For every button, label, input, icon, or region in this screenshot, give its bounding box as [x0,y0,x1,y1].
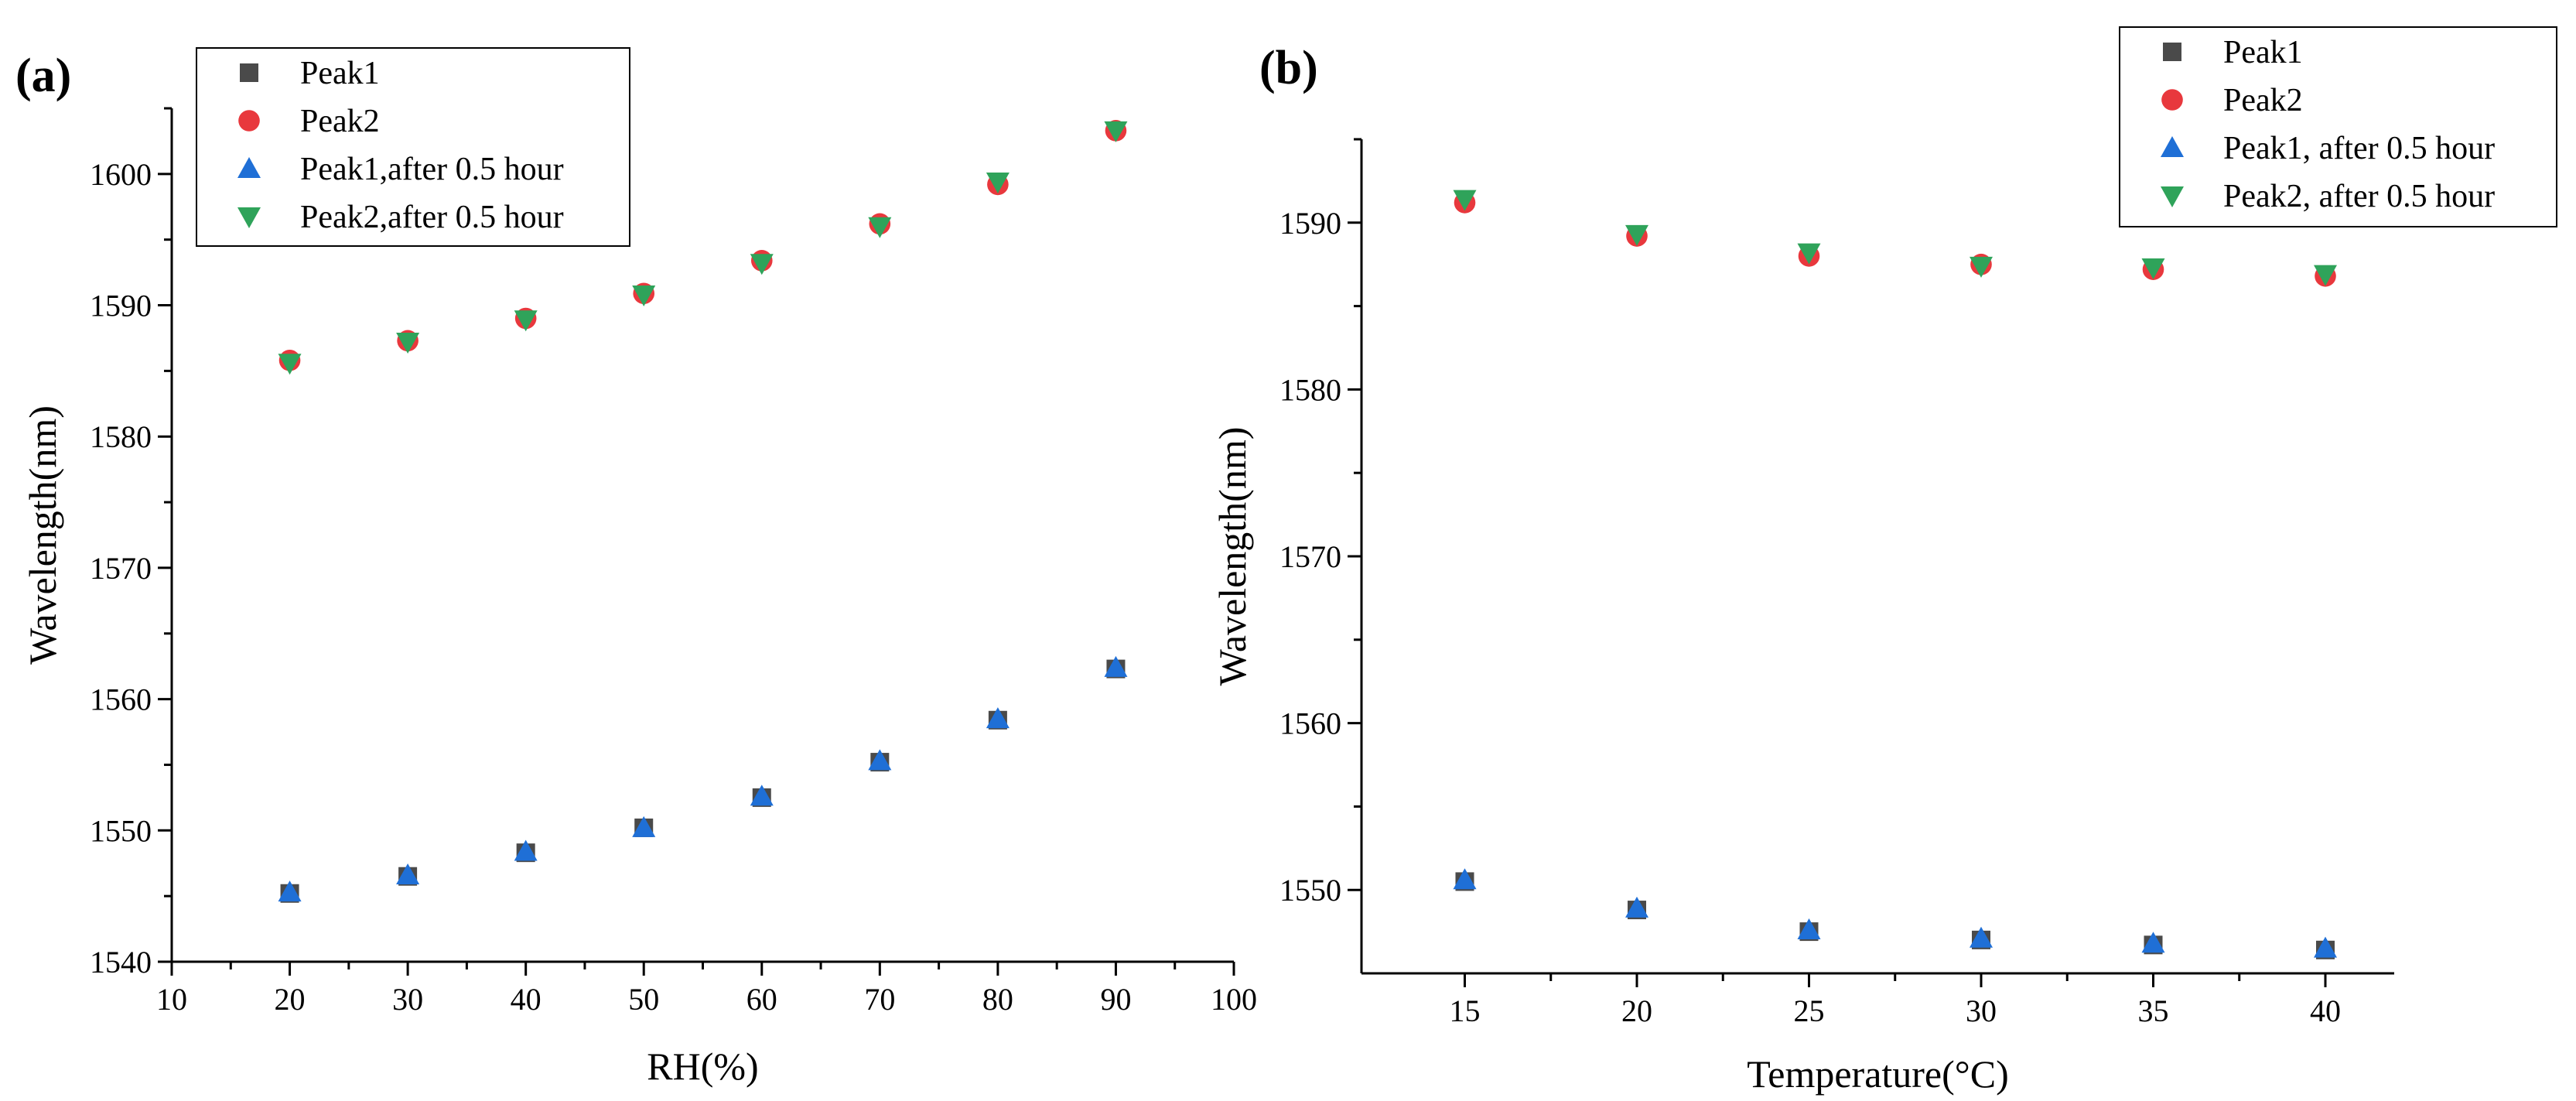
y-tick-label: 1590 [1279,206,1341,241]
data-point-peak2-after [396,333,420,354]
legend-marker-peak1 [240,63,258,82]
x-tick-label: 70 [864,982,895,1017]
y-axis-title: Wavelength(nm) [1211,427,1254,686]
x-tick-label: 100 [1211,982,1257,1017]
data-point-peak2-after [278,354,302,375]
x-tick-label: 20 [275,982,306,1017]
x-tick-label: 10 [156,982,187,1017]
x-tick-label: 80 [982,982,1013,1017]
x-tick-label: 40 [511,982,542,1017]
data-point-peak2-after [750,254,774,275]
x-tick-label: 90 [1100,982,1131,1017]
data-point-peak1-after [2141,932,2165,953]
legend-marker-peak2-after [2161,186,2184,207]
y-tick-label: 1580 [90,419,152,454]
x-tick-label: 50 [628,982,659,1017]
y-tick-label: 1600 [90,157,152,192]
data-point-peak2-after [514,310,538,332]
x-tick-label: 40 [2310,993,2341,1028]
x-tick-label: 30 [1966,993,1997,1028]
y-tick-label: 1540 [90,945,152,980]
data-point-peak2-after [2141,258,2165,280]
legend-label: Peak2, after 0.5 hour [2223,179,2495,214]
data-point-peak2-after [1970,256,1993,278]
x-axis-title: RH(%) [647,1045,758,1088]
y-tick-label: 1570 [1279,539,1341,574]
data-point-peak1-after [1797,918,1821,939]
data-point-peak1-after [278,880,302,902]
data-point-peak1-after [1104,655,1128,677]
data-point-peak2-after [868,217,892,238]
legend-label: Peak2,after 0.5 hour [300,200,564,235]
x-tick-label: 60 [746,982,777,1017]
data-point-peak2-after [2314,265,2337,286]
legend-label: Peak2 [300,104,380,139]
panel-b-label: (b) [1259,42,1318,94]
x-tick-label: 20 [1621,993,1652,1028]
legend-label: Peak1, after 0.5 hour [2223,131,2495,166]
x-tick-label: 25 [1794,993,1825,1028]
legend-label: Peak1 [2223,35,2303,70]
data-point-peak2-after [632,285,656,306]
legend-label: Peak1,after 0.5 hour [300,152,564,187]
legend-box [2119,26,2557,227]
data-point-peak1-after [1625,896,1648,918]
data-point-peak1-after [986,707,1010,729]
data-point-peak2-after [986,173,1010,194]
legend-marker-peak2 [2161,89,2183,111]
y-tick-label: 1560 [90,682,152,717]
y-tick-label: 1590 [90,289,152,323]
legend-marker-peak1 [2163,43,2181,61]
legend-marker-peak2-after [237,207,261,228]
x-axis-title: Temperature(°C) [1747,1052,2009,1096]
data-point-peak1-after [396,863,420,885]
legend-marker-peak1-after [2161,136,2184,157]
x-tick-label: 30 [392,982,423,1017]
panel-a-chart: (a) 10 20 30 40 50 60 70 80 90 100 1540 1550 1560 157… [15,47,1257,1088]
legend-marker-peak2 [238,110,260,132]
panel-b-chart: (b) 15 20 25 30 35 40 1550 1560 1570 1580 1590 Temp… [1211,26,2557,1096]
legend-label: Peak2 [2223,83,2303,118]
legend-box [196,47,630,247]
data-point-peak1-after [514,839,538,861]
legend-marker-peak1-after [237,157,261,178]
data-point-peak1-after [2314,936,2337,958]
data-point-peak1-after [632,815,656,837]
x-tick-label: 15 [1450,993,1481,1028]
panel-a-label: (a) [15,50,71,102]
data-point-peak1-after [868,749,892,771]
y-tick-label: 1550 [90,813,152,848]
y-axis-title: Wavelength(nm) [21,405,64,665]
data-point-peak1-after [1970,926,1993,948]
legend-label: Peak1 [300,56,380,91]
y-tick-label: 1570 [90,551,152,586]
y-tick-label: 1550 [1279,873,1341,908]
data-point-peak2-after [1797,243,1821,265]
data-point-peak2-after [1625,224,1648,246]
data-point-peak1-after [1453,868,1477,890]
data-point-peak2-after [1453,190,1477,211]
data-point-peak1-after [750,785,774,806]
data-point-peak2-after [1104,121,1128,142]
y-tick-label: 1560 [1279,706,1341,741]
y-tick-label: 1580 [1279,372,1341,407]
x-tick-label: 35 [2138,993,2169,1028]
